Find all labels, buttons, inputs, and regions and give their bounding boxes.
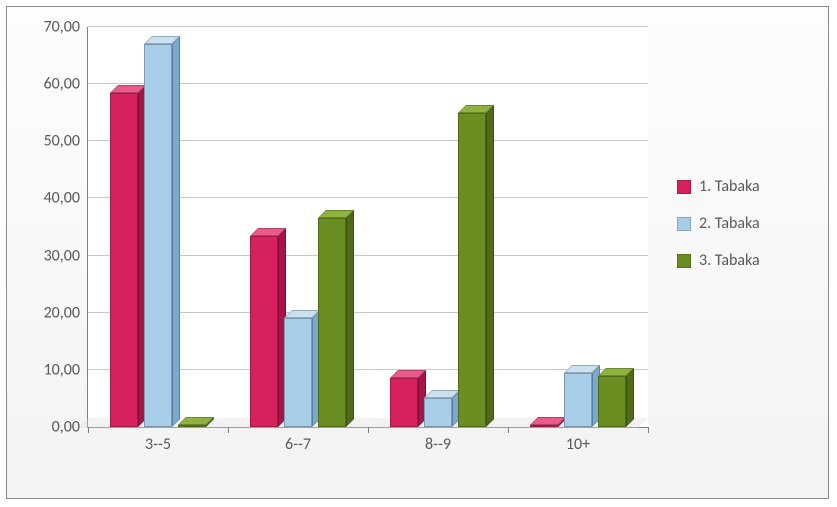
chart-frame: 0,00 10,00 20,00 30,00 40,00 50,00 60,00 70,00 3… [6, 6, 829, 499]
legend-swatch-3 [677, 254, 691, 268]
legend-label-1: 1. Tabaka [699, 177, 760, 196]
plot-area: 0,0010,0020,0030,0040,0050,0060,0070,003… [87, 27, 648, 428]
x-tick-label: 8--9 [425, 435, 451, 454]
legend-item-2: 2. Tabaka [677, 214, 760, 233]
gridline [88, 26, 648, 27]
legend: 1. Tabaka 2. Tabaka 3. Tabaka [677, 177, 760, 288]
x-tick-mark [88, 427, 89, 433]
legend-label-2: 2. Tabaka [699, 214, 760, 233]
y-tick-label: 50,00 [44, 132, 80, 151]
legend-swatch-1 [677, 180, 691, 194]
legend-swatch-2 [677, 217, 691, 231]
x-tick-mark [508, 427, 509, 433]
y-tick-label: 70,00 [44, 18, 80, 37]
y-tick-label: 0,00 [52, 418, 80, 437]
legend-item-1: 1. Tabaka [677, 177, 760, 196]
x-tick-mark [368, 427, 369, 433]
y-tick-label: 20,00 [44, 303, 80, 322]
x-tick-label: 10+ [566, 435, 590, 454]
y-tick-label: 30,00 [44, 246, 80, 265]
y-tick-label: 60,00 [44, 75, 80, 94]
legend-label-3: 3. Tabaka [699, 251, 760, 270]
legend-item-3: 3. Tabaka [677, 251, 760, 270]
y-tick-label: 40,00 [44, 189, 80, 208]
y-tick-label: 10,00 [44, 360, 80, 379]
x-tick-label: 6--7 [285, 435, 311, 454]
x-tick-label: 3--5 [145, 435, 171, 454]
x-tick-mark [648, 427, 649, 433]
x-tick-mark [228, 427, 229, 433]
